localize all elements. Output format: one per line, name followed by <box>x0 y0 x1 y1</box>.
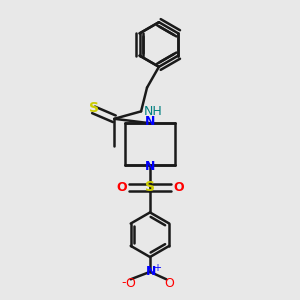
Text: N: N <box>145 115 155 128</box>
Text: O: O <box>116 181 127 194</box>
Text: NH: NH <box>144 105 162 118</box>
Text: -: - <box>121 276 125 289</box>
Text: O: O <box>126 277 136 290</box>
Text: +: + <box>153 263 161 273</box>
Text: O: O <box>173 181 184 194</box>
Text: N: N <box>146 266 157 278</box>
Text: N: N <box>145 160 155 173</box>
Text: S: S <box>88 101 98 116</box>
Text: O: O <box>164 277 174 290</box>
Text: S: S <box>145 180 155 194</box>
